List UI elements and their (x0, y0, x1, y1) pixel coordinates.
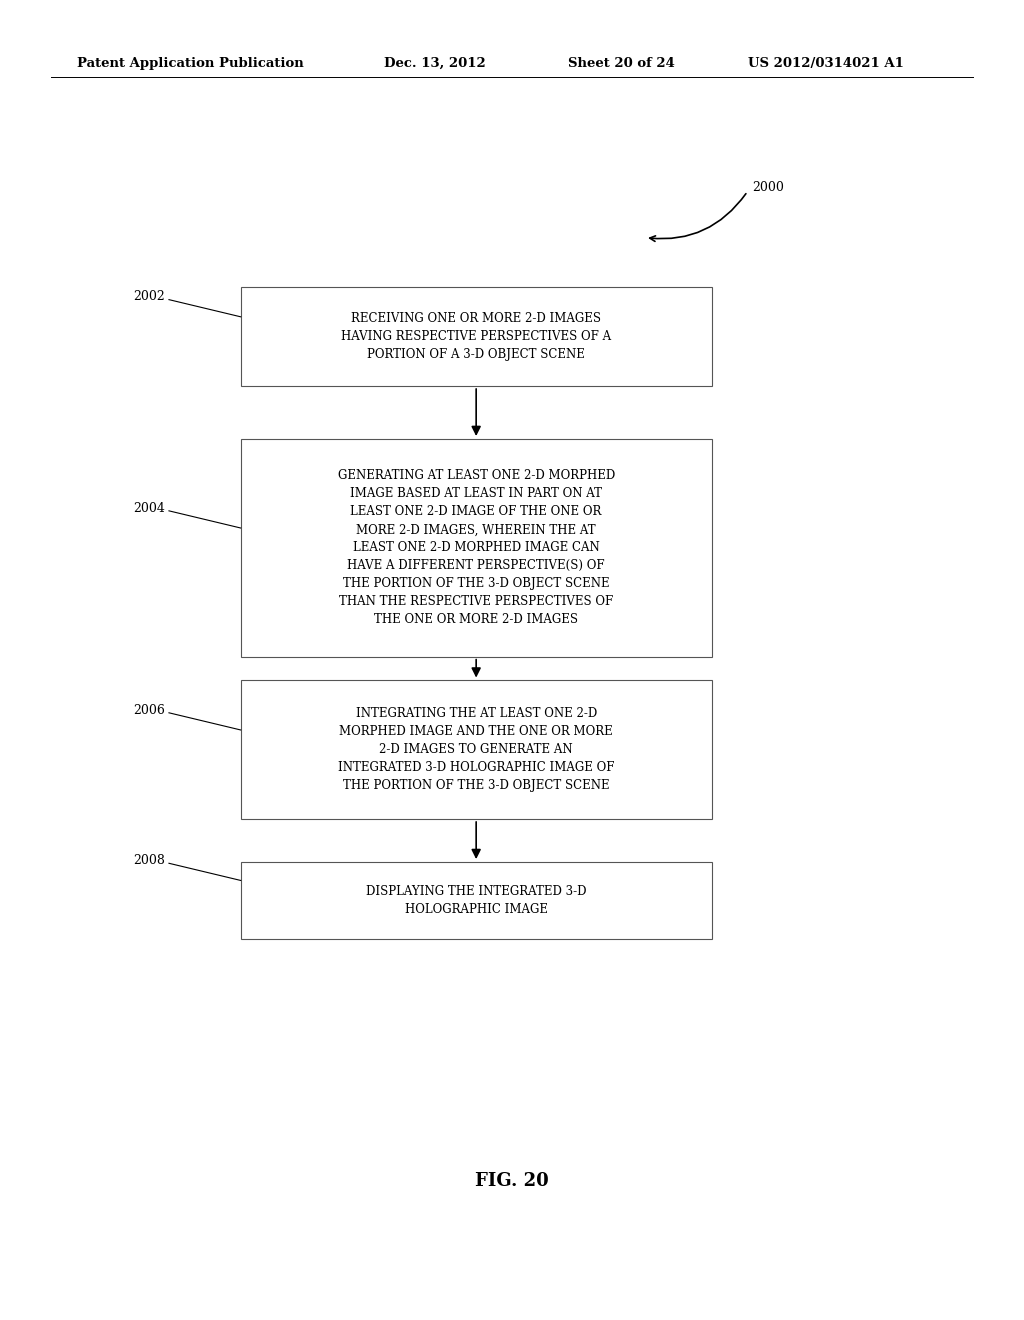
Text: FIG. 20: FIG. 20 (475, 1172, 549, 1191)
Text: INTEGRATING THE AT LEAST ONE 2-D
MORPHED IMAGE AND THE ONE OR MORE
2-D IMAGES TO: INTEGRATING THE AT LEAST ONE 2-D MORPHED… (338, 708, 614, 792)
Text: 2002: 2002 (133, 290, 165, 304)
Text: DISPLAYING THE INTEGRATED 3-D
HOLOGRAPHIC IMAGE: DISPLAYING THE INTEGRATED 3-D HOLOGRAPHI… (366, 884, 587, 916)
Text: 2006: 2006 (133, 704, 165, 717)
Bar (241, 438, 712, 657)
Text: US 2012/0314021 A1: US 2012/0314021 A1 (748, 57, 903, 70)
Bar (241, 862, 712, 939)
Text: 2008: 2008 (133, 854, 165, 867)
Text: 2000: 2000 (753, 181, 784, 194)
Text: GENERATING AT LEAST ONE 2-D MORPHED
IMAGE BASED AT LEAST IN PART ON AT
LEAST ONE: GENERATING AT LEAST ONE 2-D MORPHED IMAG… (338, 470, 614, 626)
Text: Dec. 13, 2012: Dec. 13, 2012 (384, 57, 485, 70)
Text: Patent Application Publication: Patent Application Publication (77, 57, 303, 70)
Text: Sheet 20 of 24: Sheet 20 of 24 (568, 57, 675, 70)
Text: 2004: 2004 (133, 502, 165, 515)
Text: RECEIVING ONE OR MORE 2-D IMAGES
HAVING RESPECTIVE PERSPECTIVES OF A
PORTION OF : RECEIVING ONE OR MORE 2-D IMAGES HAVING … (341, 312, 611, 362)
Bar (241, 288, 712, 385)
Bar (241, 681, 712, 818)
